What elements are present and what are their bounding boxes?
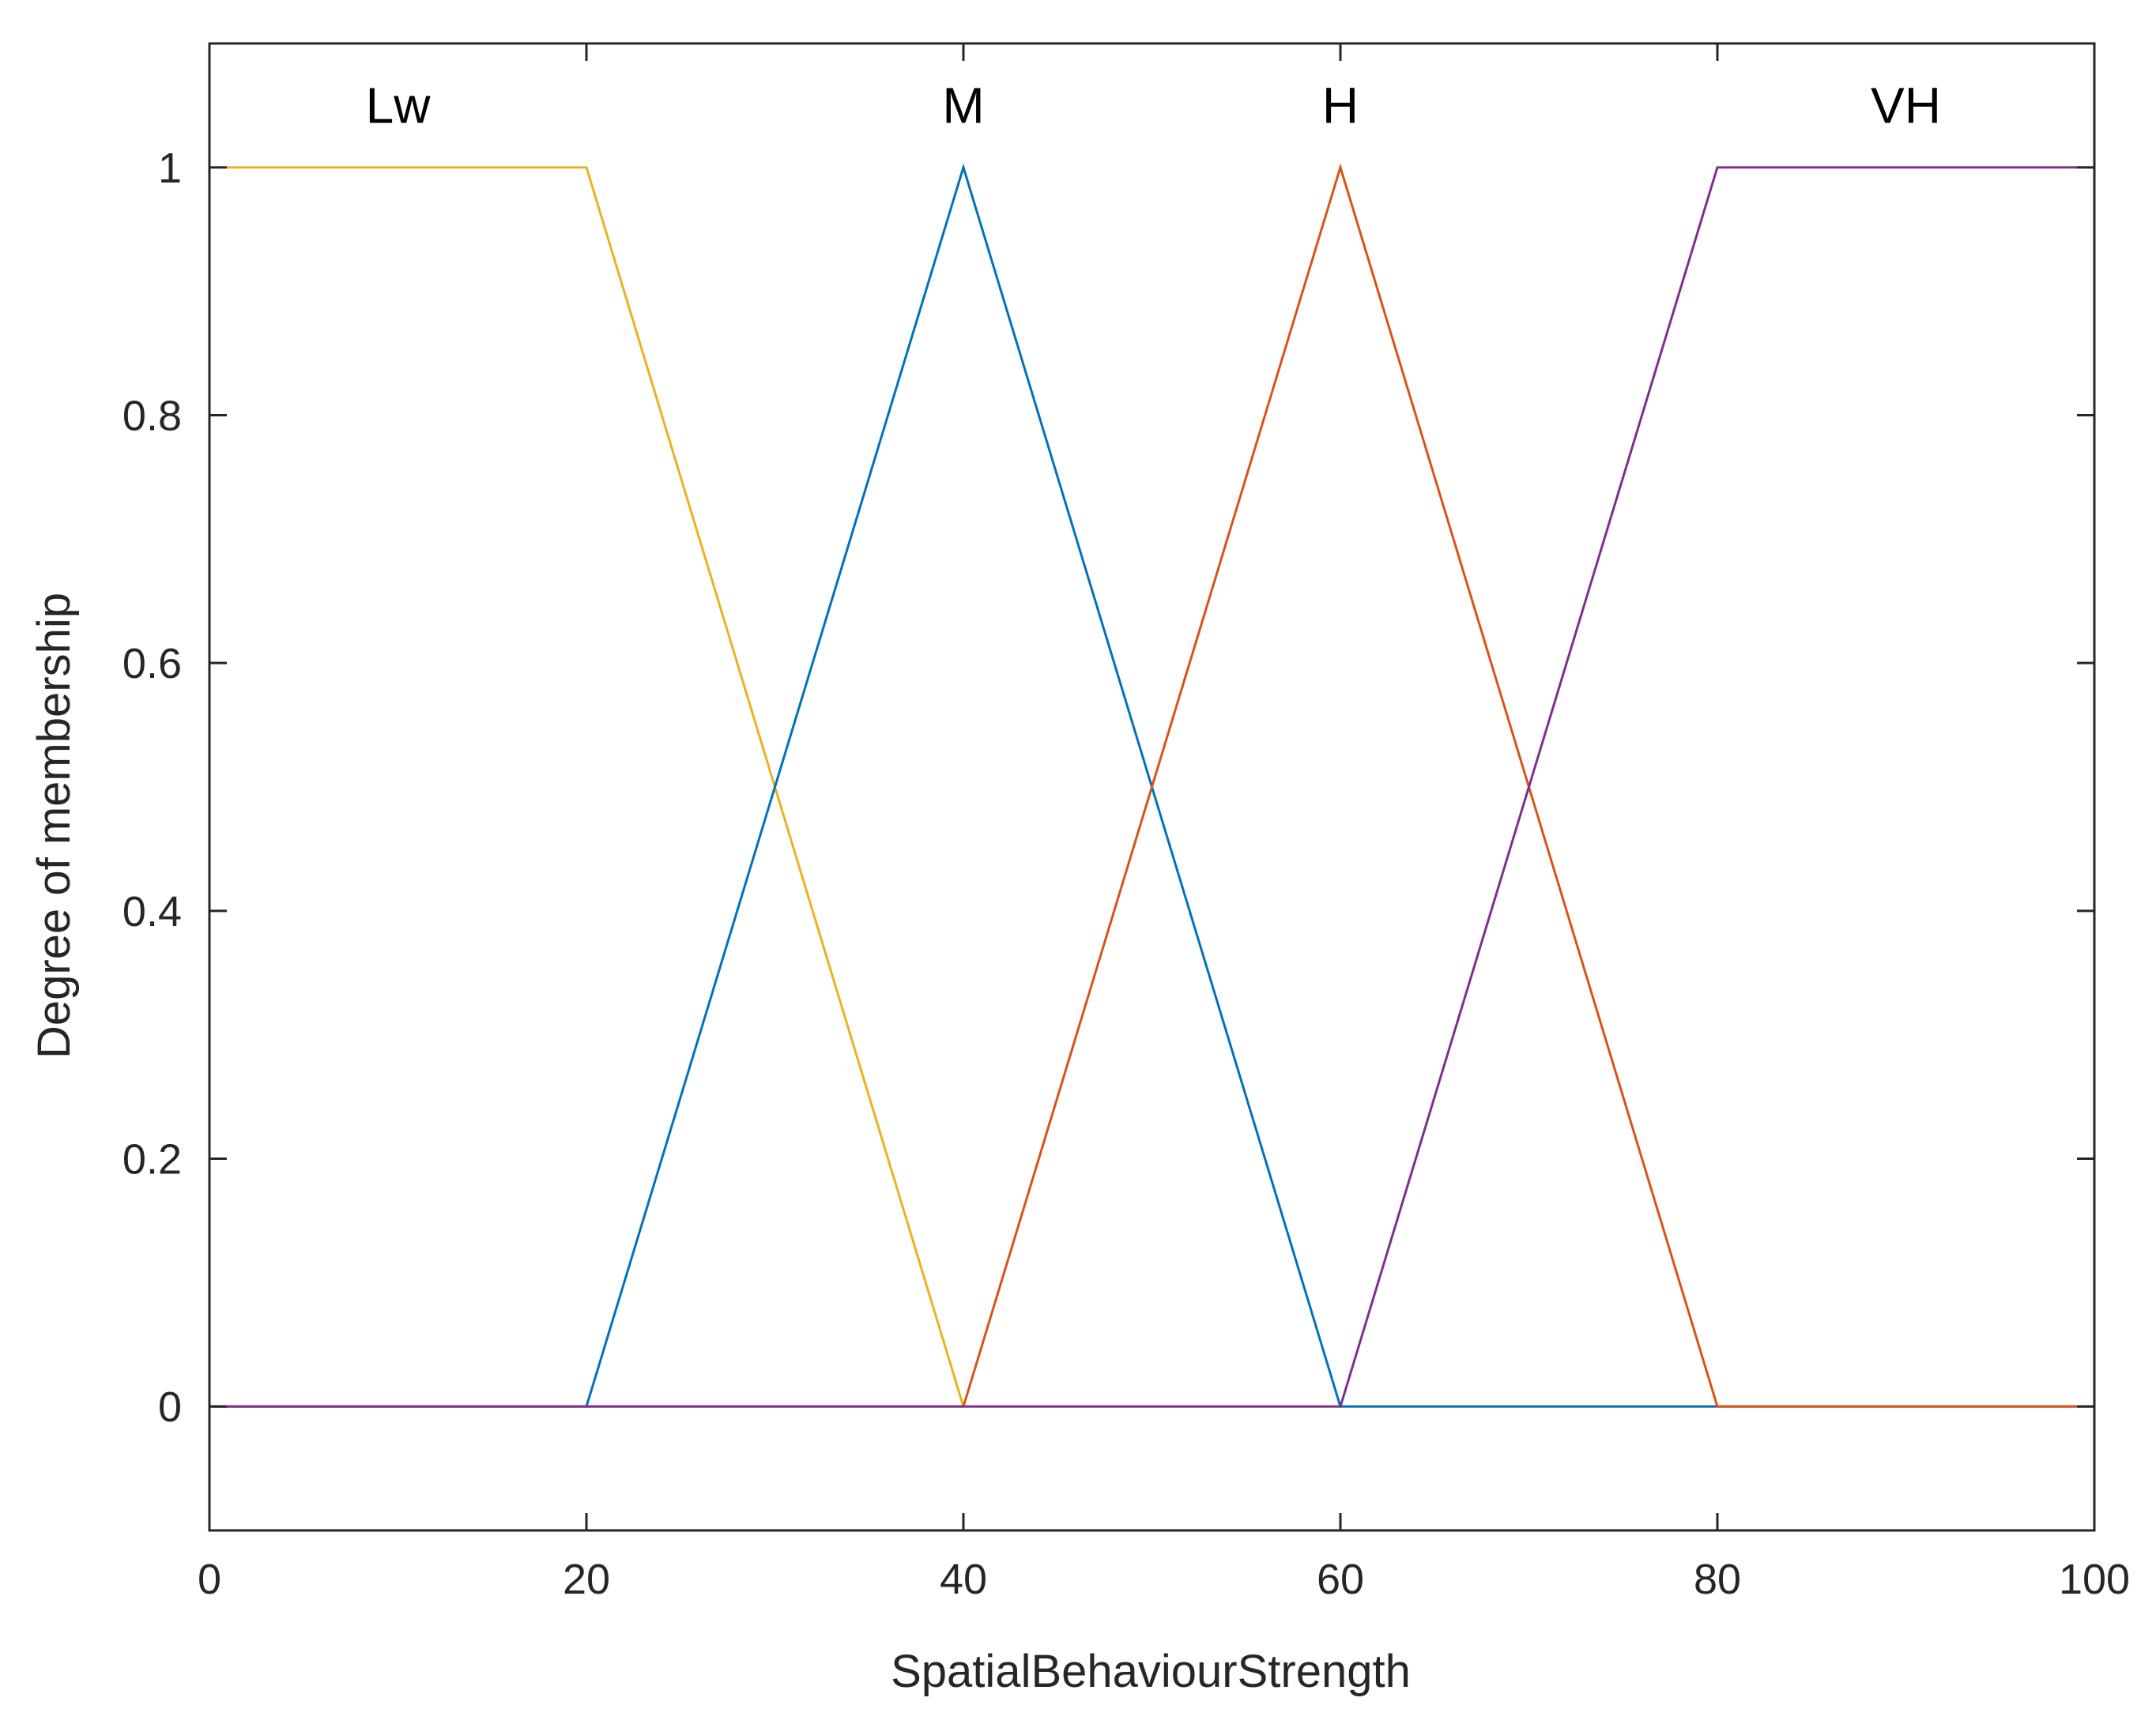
x-axis-label: SpatialBehaviourStrength	[891, 1646, 1411, 1697]
y-tick-label: 0.8	[122, 393, 182, 440]
y-tick-label: 0	[158, 1383, 182, 1431]
axes-layer: 0 20 40 60 80 100 0 0.2 0.4 0.6 0.8 1	[122, 42, 2130, 1603]
x-tick-label: 80	[1694, 1556, 1741, 1603]
y-axis-label: Degree of membership	[28, 593, 80, 1059]
mf-label-lw: Lw	[366, 77, 432, 134]
y-tick-label: 0.2	[122, 1136, 182, 1184]
plot-frame	[208, 42, 2096, 1532]
y-tick-label: 0.4	[122, 888, 182, 935]
y-tick-label: 1	[158, 145, 182, 192]
x-tick-label: 100	[2059, 1556, 2130, 1603]
y-tick-label: 0.6	[122, 640, 182, 687]
x-tick-label: 60	[1317, 1556, 1364, 1603]
label-layer: Lw M H VH	[366, 77, 1941, 134]
x-tick-label: 0	[198, 1556, 221, 1603]
series-line-h	[209, 163, 2094, 1408]
mf-label-m: M	[942, 77, 984, 134]
x-tick-label: 20	[563, 1556, 610, 1603]
x-tick-label: 40	[940, 1556, 987, 1603]
mf-label-vh: VH	[1871, 77, 1941, 134]
series-layer	[209, 163, 2094, 1408]
mf-label-h: H	[1322, 77, 1359, 134]
series-line-vh	[209, 166, 2094, 1408]
